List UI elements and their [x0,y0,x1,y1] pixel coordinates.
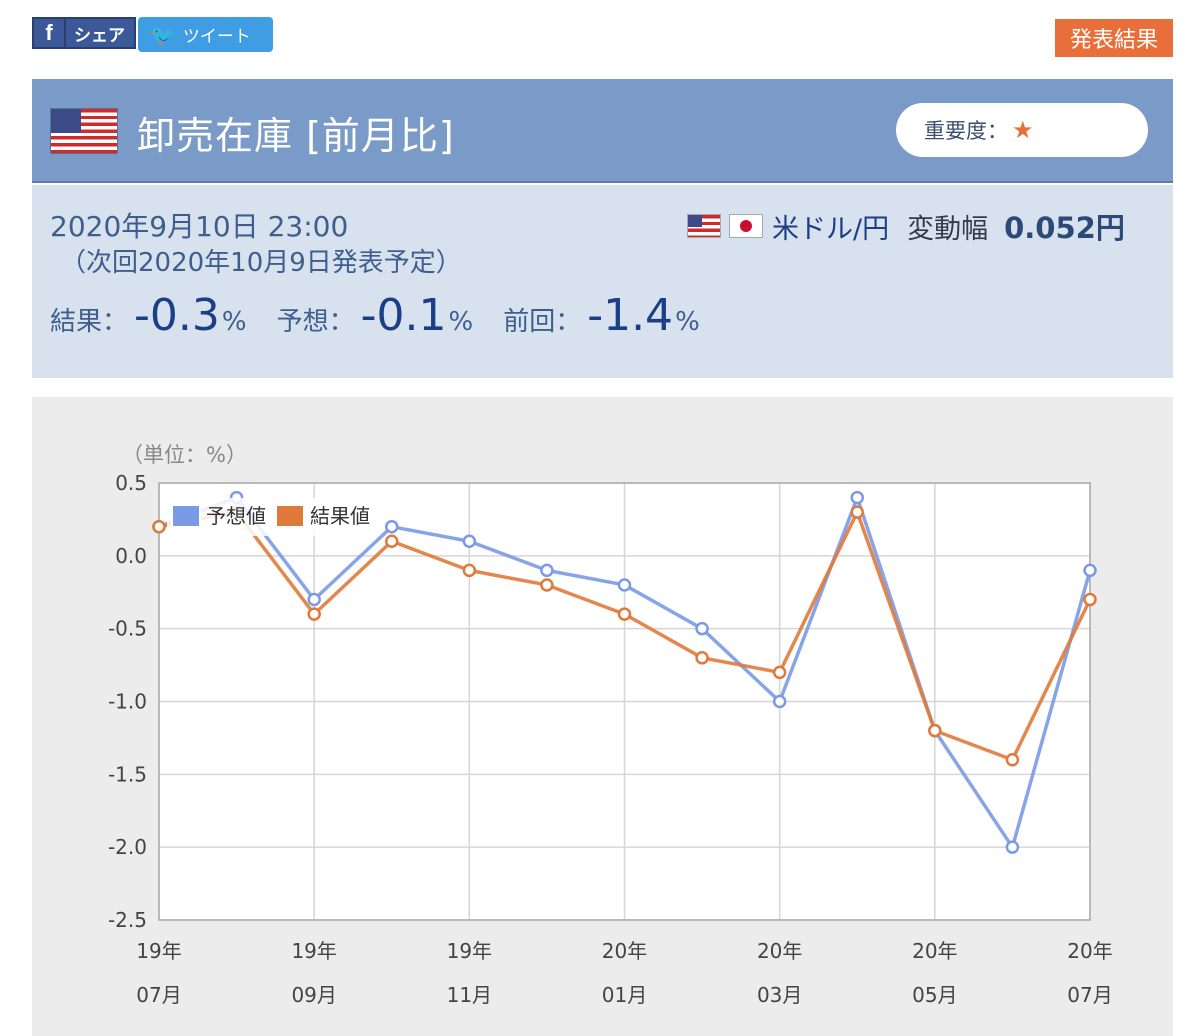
result-value: -0.3 [134,290,220,341]
plot-border [158,482,1091,921]
indicator-title: 卸売在庫 [前月比] [137,114,455,158]
previous-label: 前回： [503,307,582,337]
previous-percent: % [675,307,700,337]
legend-swatch [171,504,201,528]
data-point [1083,563,1097,578]
importance-badge: 重要度： ★ [896,103,1148,157]
currency-pair-info: 米ドル/円 変動幅 0.052円 [688,205,1125,247]
legend-label: 予想値 [206,504,266,528]
currency-pair-link[interactable]: 米ドル/円 [772,213,890,245]
y-tick-label: -1.0 [108,690,147,714]
release-values: 結果： -0.3 % 予想： -0.1 % 前回： -1.4 % [50,290,730,341]
data-point [307,607,321,621]
next-release: （次回2020年10月9日発表予定） [60,248,462,278]
us-flag-icon [51,109,117,153]
forecast-percent: % [448,307,474,337]
y-tick-label: -2.0 [108,835,147,859]
x-tick-label: 19年 [136,939,181,963]
y-tick-label: -2.5 [108,908,147,932]
data-point [850,505,864,519]
x-tick-label: 20年 [757,939,802,963]
legend-label: 結果値 [310,504,370,528]
data-point [772,694,787,709]
y-tick-label: -0.5 [108,617,147,641]
x-tick-label: 19年 [291,939,336,963]
data-point [462,534,477,549]
data-point [772,665,787,680]
range-value: 0.052円 [1004,211,1125,245]
facebook-share-label: シェア [74,25,125,46]
previous-value: -1.4 [587,290,674,341]
forecast-label: 予想： [276,307,355,337]
release-datetime: 2020年9月10日 23:00 [50,210,349,243]
result-button[interactable]: 発表結果 [1055,19,1173,57]
facebook-icon: f [34,19,66,47]
data-point [928,723,942,738]
legend-swatch [275,504,305,528]
indicator-header: 卸売在庫 [前月比] 重要度： ★ [32,79,1173,183]
jp-flag-icon [730,215,762,237]
y-tick-label: -1.5 [108,762,147,786]
result-label: 結果： [50,307,129,337]
data-point [617,607,632,621]
data-point [695,651,709,665]
result-percent: % [221,307,247,337]
x-tick-label: 20年 [1067,939,1112,963]
range-label: 変動幅 [907,213,989,245]
data-point [462,563,477,578]
star-icon: ★ [1012,116,1034,144]
data-point [540,578,554,592]
us-flag-icon [688,215,720,237]
unit-label: （単位：%） [122,443,247,467]
x-tick-label: 20年 [602,939,647,963]
data-point [1005,753,1020,767]
data-point [695,621,709,636]
twitter-bird-icon: 🐦 [150,22,175,47]
data-point [850,490,864,505]
twitter-tweet-label: ツイート [182,27,251,47]
x-tick-label: 07月 [136,983,181,1007]
x-tick-label: 19年 [447,939,492,963]
x-tick-label: 05月 [912,983,957,1007]
y-tick-label: 0.0 [115,544,147,568]
x-tick-label: 01月 [602,983,647,1007]
importance-label: 重要度： [924,119,1008,143]
y-tick-label: 0.5 [115,471,147,495]
x-tick-label: 20年 [912,939,957,963]
release-info-panel: 2020年9月10日 23:00 （次回2020年10月9日発表予定） 米ドル/… [32,185,1173,378]
forecast-value: -0.1 [360,290,447,341]
data-point [617,578,632,592]
data-point [385,519,399,534]
data-point [152,519,166,534]
x-tick-label: 03月 [757,983,802,1007]
data-point [307,592,321,607]
data-point [385,534,399,549]
data-point [1083,592,1097,607]
facebook-share-button[interactable]: f シェア [32,17,136,49]
line-chart: 0.5 0.0 -0.5 -1.0 -1.5 -2.0 -2.5 19年 07月 19年 09月 19… [108,443,1113,1007]
x-tick-label: 07月 [1067,983,1112,1007]
chart-legend: 予想値 結果値 [167,498,370,536]
data-point [1005,840,1020,854]
x-tick-label: 09月 [291,983,336,1007]
twitter-tweet-button[interactable]: 🐦 ツイート [138,17,273,52]
chart-panel: 0.5 0.0 -0.5 -1.0 -1.5 -2.0 -2.5 19年 07月 19年 09月 19… [32,397,1173,1036]
x-tick-label: 11月 [447,983,492,1007]
data-point [540,563,554,578]
